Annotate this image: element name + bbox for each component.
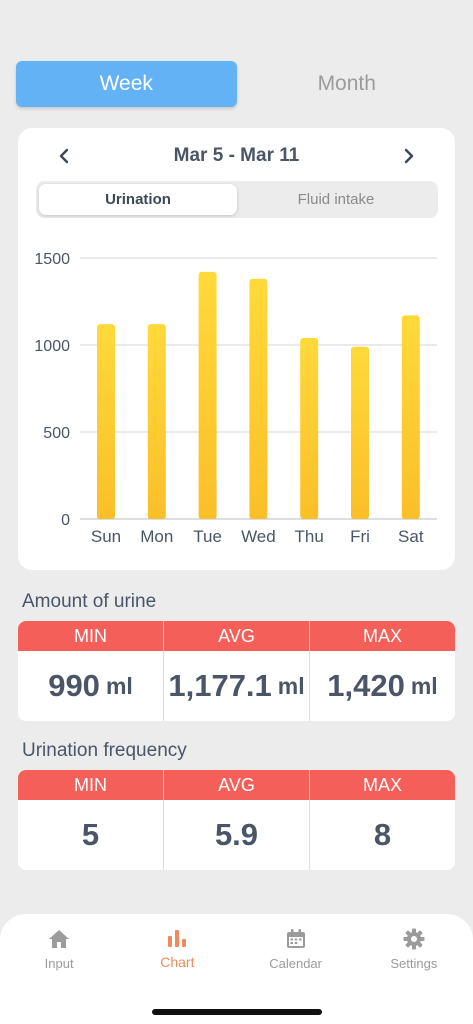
chevron-left-icon [59,148,69,164]
bar-tue[interactable] [198,271,217,519]
date-range-label: Mar 5 - Mar 11 [173,145,300,166]
bar-fri[interactable] [351,346,369,519]
tab-chart[interactable]: Chart [118,914,236,1024]
chevron-right-icon [404,148,414,164]
amount-min-value: 990 [48,668,100,703]
date-navigator: Mar 5 - Mar 11 [18,142,455,170]
tab-calendar[interactable]: Calendar [237,914,355,1024]
amount-max-value: 1,420 [327,668,405,703]
amount-min-cell: 990 ml [18,651,164,721]
x-tick-label: Fri [350,527,370,546]
tab-settings-label: Settings [390,956,438,971]
frequency-stats-header: MIN AVG MAX [18,770,455,800]
y-tick-label: 1000 [34,338,70,355]
x-tick-label: Sun [91,527,121,546]
tab-input[interactable]: Input [0,914,118,1024]
month-tab[interactable]: Month [317,72,376,95]
fluid-intake-tab[interactable]: Fluid intake [297,191,375,208]
tab-input-label: Input [44,956,74,971]
frequency-avg-value: 5.9 [214,817,259,852]
amount-section-title: Amount of urine [22,591,157,612]
next-week-button[interactable] [399,144,419,168]
bar-chart-icon [168,930,187,947]
frequency-max-cell: 8 [310,800,455,870]
metric-toggle: Urination Fluid intake [36,181,438,218]
home-indicator [152,1009,322,1015]
frequency-stats-table: MIN AVG MAX 5 5.9 8 [18,770,455,870]
avg-header: AVG [164,621,310,651]
max-header: MAX [362,625,402,646]
amount-avg-value: 1,177.1 [168,668,272,703]
x-tick-label: Sat [398,527,424,546]
home-icon [49,930,70,948]
min-header: MIN [18,770,164,800]
amount-max-unit: ml [410,672,438,699]
bottom-tab-bar: Input Chart Calendar Settings [0,914,473,1024]
frequency-max-value: 8 [373,817,392,852]
amount-avg-unit: ml [277,672,305,699]
amount-stats-table: MIN AVG MAX 990 ml 1,177.1 ml 1,420 ml [18,621,455,721]
frequency-avg-cell: 5.9 [164,800,310,870]
bar-sat[interactable] [401,315,420,519]
gear-icon [403,928,425,950]
amount-avg-cell: 1,177.1 ml [164,651,310,721]
frequency-section-title: Urination frequency [22,740,187,761]
tab-chart-label: Chart [160,954,195,970]
x-tick-label: Thu [295,527,324,546]
y-tick-label: 500 [43,425,70,442]
min-header: MIN [18,621,164,651]
bar-wed[interactable] [249,278,268,519]
frequency-min-value: 5 [81,817,100,852]
amount-stats-header: MIN AVG MAX [18,621,455,651]
period-segmented-control: Week Month [16,61,457,107]
frequency-min-cell: 5 [18,800,164,870]
tab-calendar-label: Calendar [269,956,322,971]
amount-max-cell: 1,420 ml [310,651,455,721]
urination-bar-chart: 0 500 1000 1500 Sun Mon Tue Wed Thu Fri Sat [34,251,437,546]
previous-week-button[interactable] [54,144,74,168]
amount-min-unit: ml [105,672,133,699]
y-tick-label: 1500 [34,251,70,268]
x-tick-label: Wed [241,527,276,546]
max-header: MAX [362,774,402,795]
avg-header: AVG [164,770,310,800]
x-tick-label: Tue [193,527,222,546]
urination-tab[interactable]: Urination [39,184,237,215]
week-tab[interactable]: Week [16,61,237,107]
tab-settings[interactable]: Settings [355,914,473,1024]
y-tick-label: 0 [61,512,70,529]
x-tick-label: Mon [140,527,173,546]
calendar-icon [286,929,305,948]
bar-sun[interactable] [97,324,115,519]
bar-thu[interactable] [300,338,319,519]
chart-card: Mar 5 - Mar 11 Urination Fluid intake 0 5… [18,128,455,570]
bar-mon[interactable] [147,324,166,519]
